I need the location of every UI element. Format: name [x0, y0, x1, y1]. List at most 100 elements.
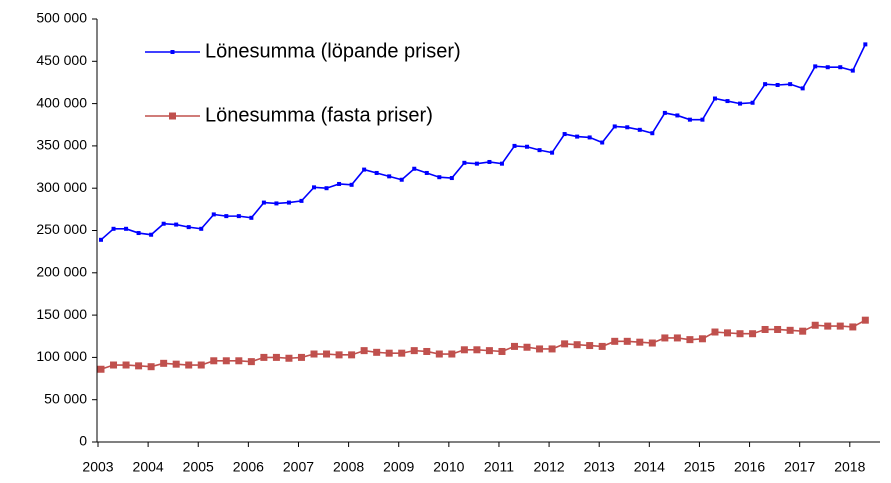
- y-tick-label: 250 000: [36, 221, 87, 237]
- data-point: [135, 362, 143, 370]
- data-point: [510, 342, 518, 350]
- data-point: [147, 363, 155, 371]
- x-tick-label: 2013: [584, 459, 615, 475]
- data-point: [612, 124, 617, 129]
- data-point: [310, 350, 318, 358]
- data-point: [736, 330, 744, 338]
- y-tick-label: 300 000: [36, 179, 87, 195]
- data-point: [587, 135, 592, 140]
- data-point: [337, 181, 342, 186]
- data-point: [410, 347, 418, 355]
- data-point: [297, 353, 305, 361]
- data-point: [512, 143, 517, 148]
- data-point: [763, 82, 768, 87]
- data-point: [285, 354, 293, 362]
- data-point: [324, 186, 329, 191]
- data-point: [160, 359, 168, 367]
- data-point: [260, 353, 268, 361]
- data-point: [838, 65, 843, 70]
- legend-text: Lönesumma (fasta priser): [205, 104, 433, 126]
- data-point: [863, 42, 868, 47]
- data-point: [548, 345, 556, 353]
- x-tick-label: 2011: [484, 459, 514, 475]
- data-point: [562, 132, 567, 137]
- data-point: [299, 198, 304, 203]
- data-point: [786, 326, 794, 334]
- data-point: [172, 360, 180, 368]
- data-point: [813, 64, 818, 69]
- data-point: [661, 334, 669, 342]
- data-point: [435, 350, 443, 358]
- data-point: [485, 347, 493, 355]
- data-point: [122, 361, 130, 369]
- data-point: [775, 82, 780, 87]
- data-point: [387, 174, 392, 179]
- data-point: [249, 215, 254, 220]
- x-tick-label: 2009: [383, 459, 414, 475]
- y-tick-label: 50 000: [44, 390, 87, 406]
- data-point: [111, 226, 116, 231]
- data-point: [261, 200, 266, 205]
- data-point: [136, 231, 141, 236]
- data-point: [800, 86, 805, 91]
- data-point: [211, 212, 216, 217]
- data-point: [97, 365, 105, 373]
- data-point: [197, 361, 205, 369]
- x-tick-label: 2016: [734, 459, 765, 475]
- data-point: [110, 361, 118, 369]
- y-tick-label: 500 000: [36, 10, 87, 26]
- data-point: [312, 185, 317, 190]
- data-point: [186, 225, 191, 230]
- data-point: [788, 82, 793, 87]
- data-point: [698, 335, 706, 343]
- data-point: [360, 347, 368, 355]
- x-tick-label: 2012: [534, 459, 565, 475]
- data-point: [462, 160, 467, 165]
- data-point: [498, 347, 506, 355]
- data-point: [573, 341, 581, 349]
- x-tick-label: 2010: [433, 459, 464, 475]
- data-point: [686, 336, 694, 344]
- x-tick-label: 2003: [82, 459, 113, 475]
- data-point: [849, 323, 857, 331]
- data-point: [850, 68, 855, 73]
- x-tick-label: 2008: [333, 459, 364, 475]
- data-point: [149, 232, 154, 237]
- x-tick-label: 2017: [784, 459, 815, 475]
- data-point: [749, 330, 757, 338]
- data-point: [335, 351, 343, 359]
- data-point: [675, 113, 680, 118]
- data-point: [199, 226, 204, 231]
- y-tick-label: 0: [79, 433, 87, 449]
- data-point: [460, 346, 468, 354]
- x-tick-label: 2018: [834, 459, 865, 475]
- data-point: [550, 150, 555, 155]
- data-point: [247, 358, 255, 366]
- y-tick-label: 150 000: [36, 306, 87, 322]
- data-point: [598, 342, 606, 350]
- data-point: [687, 117, 692, 122]
- data-point: [811, 321, 819, 329]
- data-point: [861, 316, 869, 324]
- legend-marker: [169, 112, 176, 120]
- data-point: [374, 170, 379, 175]
- data-point: [236, 214, 241, 219]
- data-point: [412, 166, 417, 171]
- x-tick-label: 2006: [233, 459, 264, 475]
- data-point: [650, 131, 655, 136]
- data-point: [224, 214, 229, 219]
- y-tick-label: 200 000: [36, 264, 87, 280]
- data-point: [473, 346, 481, 354]
- data-point: [623, 337, 631, 345]
- data-point: [437, 175, 442, 180]
- data-point: [712, 96, 717, 101]
- data-point: [537, 148, 542, 153]
- data-point: [385, 349, 393, 357]
- y-tick-label: 400 000: [36, 94, 87, 110]
- data-point: [738, 101, 743, 106]
- data-point: [836, 322, 844, 330]
- data-point: [611, 337, 619, 345]
- data-point: [399, 177, 404, 182]
- data-point: [575, 134, 580, 139]
